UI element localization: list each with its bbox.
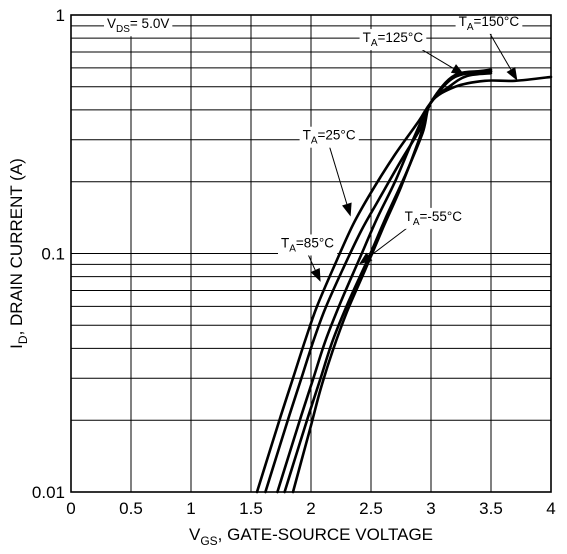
series-label-0-text: TA=85°C — [281, 235, 334, 254]
condition-label-text: VDS= 5.0V — [107, 16, 169, 35]
y-axis-title-main: I — [7, 344, 26, 349]
leader-line-4 — [488, 31, 512, 70]
x-tick-label: 0.5 — [119, 499, 143, 518]
y-tick-label: 0.01 — [32, 483, 65, 502]
condition-label-rest: = 5.0V — [130, 16, 169, 31]
leader-line-1 — [328, 145, 348, 205]
series-label-3-text: TA=125°C — [363, 30, 424, 49]
arrowhead-0 — [310, 268, 321, 282]
x-tick-label: 2 — [306, 499, 315, 518]
condition-label-main: V — [107, 16, 116, 31]
series-label-1-rest: =25°C — [318, 128, 356, 143]
plot-frame — [70, 14, 552, 493]
x-axis-title: VGS, GATE-SOURCE VOLTAGE — [189, 525, 433, 548]
leader-line-2 — [369, 226, 409, 257]
arrowhead-2 — [359, 252, 373, 265]
series-label-1: TA=25°C — [299, 126, 359, 148]
series-label-1-bg — [299, 126, 359, 148]
series-label-3-main: T — [363, 30, 371, 45]
series-label-2-text: TA=-55°C — [405, 209, 463, 228]
series-label-2-sub: A — [413, 217, 420, 228]
series-label-1-sub: A — [311, 136, 318, 147]
y-axis-title-sub: D — [16, 335, 30, 344]
series-line-1 — [264, 70, 493, 494]
x-tick-label: 3.5 — [479, 499, 503, 518]
curves — [255, 68, 553, 494]
series-label-2: TA=-55°C — [401, 207, 466, 229]
series-label-3: TA=125°C — [359, 29, 427, 51]
x-tick-label: 1 — [186, 499, 195, 518]
series-label-4-text: TA=150°C — [459, 14, 520, 33]
series-label-4-bg — [455, 12, 523, 34]
series-label-4-sub: A — [467, 22, 474, 33]
tick-labels: 0 0.5 1 1.5 2 2.5 3 3.5 4 0.01 0.1 1 — [32, 6, 556, 518]
x-tick-label: 1.5 — [239, 499, 263, 518]
series-label-2-rest: =-55°C — [420, 209, 463, 224]
condition-label-bg — [104, 15, 173, 37]
x-axis-title-sub: GS — [200, 534, 217, 548]
condition-label-sub: DS — [116, 24, 130, 35]
series-label-4-main: T — [459, 14, 467, 29]
x-tick-label: 0 — [66, 499, 75, 518]
series-label-0-main: T — [281, 235, 289, 250]
series-label-3-sub: A — [371, 38, 378, 49]
series-label-1-text: TA=25°C — [303, 128, 356, 147]
leader-line-0 — [307, 253, 316, 271]
series-label-1-main: T — [303, 128, 311, 143]
x-tick-label: 4 — [546, 499, 555, 518]
series-label-0-bg — [278, 234, 338, 256]
arrowhead-1 — [342, 202, 352, 217]
y-tick-label: 0.1 — [41, 245, 65, 264]
x-tick-label: 2.5 — [359, 499, 383, 518]
x-axis-title-rest: , GATE-SOURCE VOLTAGE — [218, 525, 433, 544]
arrowhead-4 — [506, 67, 518, 81]
y-axis-title: ID, DRAIN CURRENT (A) — [7, 158, 30, 349]
series-line-4 — [283, 75, 553, 494]
series-label-4: TA=150°C — [455, 12, 523, 34]
series-label-0-rest: =85°C — [296, 235, 334, 250]
series-label-4-rest: =150°C — [474, 14, 520, 29]
x-tick-label: 3 — [426, 499, 435, 518]
condition-label: VDS= 5.0V — [104, 15, 173, 37]
y-axis-title-rest: , DRAIN CURRENT (A) — [7, 158, 26, 335]
series-label-3-bg — [359, 29, 427, 51]
x-axis-title-main: V — [189, 525, 201, 544]
y-tick-label: 1 — [56, 6, 65, 25]
series-label-3-rest: =125°C — [378, 30, 424, 45]
series-label-2-bg — [401, 207, 466, 229]
leader-line-3 — [419, 47, 454, 69]
series-label-0-sub: A — [289, 243, 296, 254]
arrowhead-3 — [450, 64, 465, 76]
series-line-0 — [255, 70, 493, 494]
series-label-0: TA=85°C — [278, 234, 338, 256]
series-line-3 — [276, 71, 493, 494]
series-label-2-main: T — [405, 209, 413, 224]
annotations: VDS= 5.0VTA=85°CTA=25°CTA=-55°CTA=125°CT… — [104, 12, 523, 282]
